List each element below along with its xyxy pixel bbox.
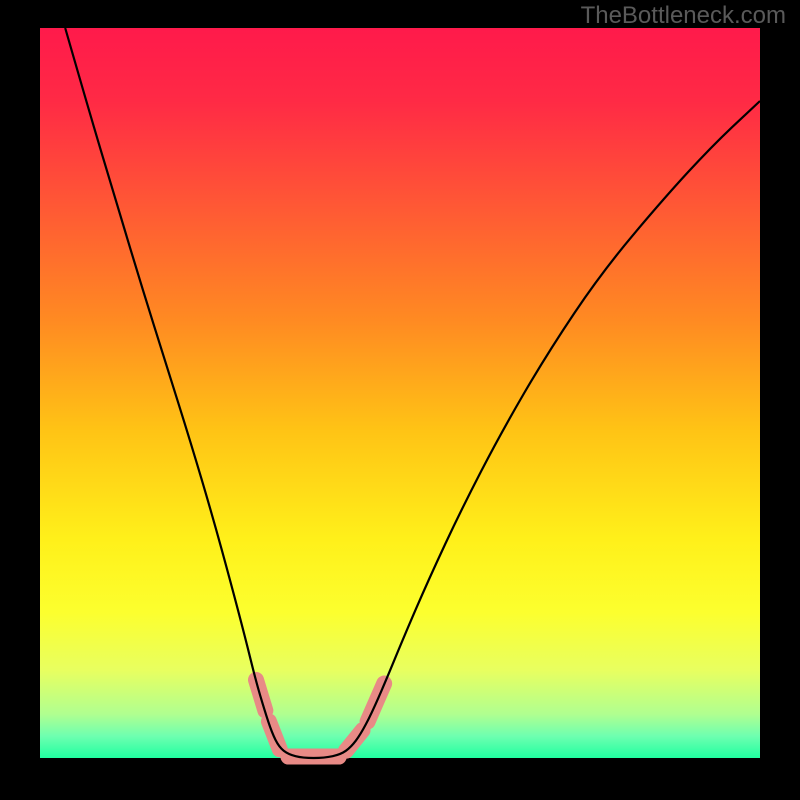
chart-container: TheBottleneck.com (0, 0, 800, 800)
chart-svg (0, 0, 800, 800)
